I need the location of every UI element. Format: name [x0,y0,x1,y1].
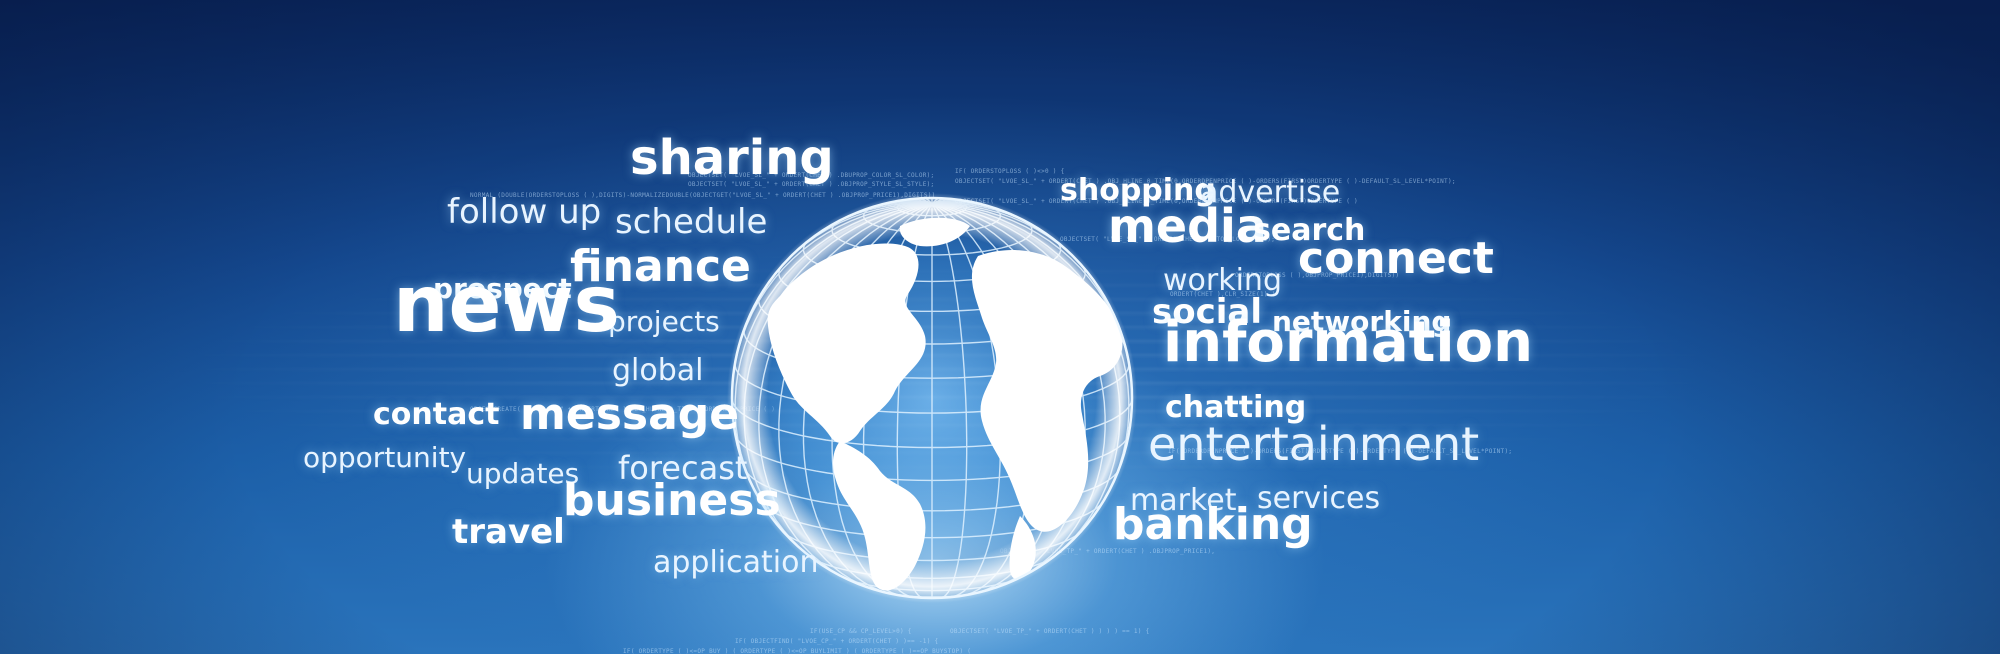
vignette [0,0,2000,654]
scene: OBJECTSET( "LVOE_SL_" + ORDERT(CHET ) .D… [0,0,2000,654]
